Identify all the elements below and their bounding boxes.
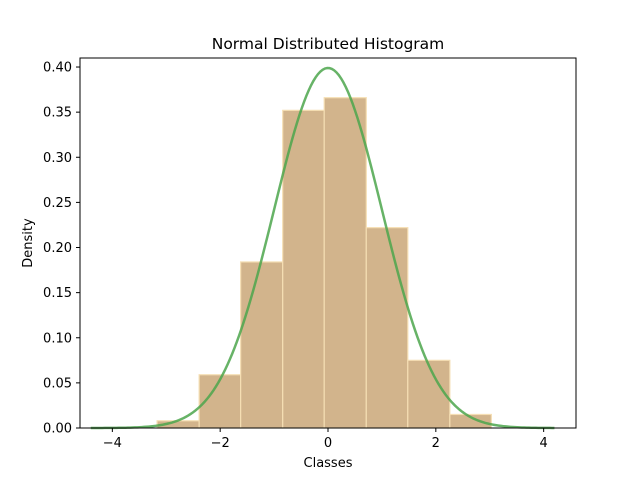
y-tick-label: 0.15: [43, 286, 72, 301]
x-tick-label: −2: [211, 436, 230, 451]
histogram-bar: [323, 97, 367, 429]
histogram-bars: [156, 97, 492, 429]
y-axis-ticks: 0.00 0.05 0.10 0.15 0.20 0.25 0.30 0.35 0.40: [43, 61, 80, 437]
x-tick-label: 2: [432, 436, 440, 451]
y-tick-label: 0.30: [43, 151, 72, 166]
y-tick-label: 0.40: [43, 61, 72, 76]
histogram-bar: [365, 227, 409, 429]
x-axis-label: Classes: [304, 456, 353, 471]
x-tick-label: −4: [103, 436, 122, 451]
y-tick-label: 0.00: [43, 422, 72, 437]
chart-title: Normal Distributed Histogram: [212, 35, 445, 53]
y-tick-label: 0.35: [43, 106, 72, 121]
histogram-bar: [282, 109, 325, 429]
y-axis-label: Density: [21, 218, 36, 268]
density-curve: [90, 66, 555, 430]
histogram-bar: [407, 359, 451, 429]
x-tick-label: 4: [540, 436, 548, 451]
y-tick-label: 0.25: [43, 196, 72, 211]
y-tick-label: 0.10: [43, 331, 72, 346]
x-tick-label: 0: [324, 436, 332, 451]
x-axis-ticks: −4 −2 0 2 4: [103, 428, 548, 451]
histogram-bar: [240, 261, 284, 429]
y-tick-label: 0.20: [43, 241, 72, 256]
y-tick-label: 0.05: [43, 376, 72, 391]
